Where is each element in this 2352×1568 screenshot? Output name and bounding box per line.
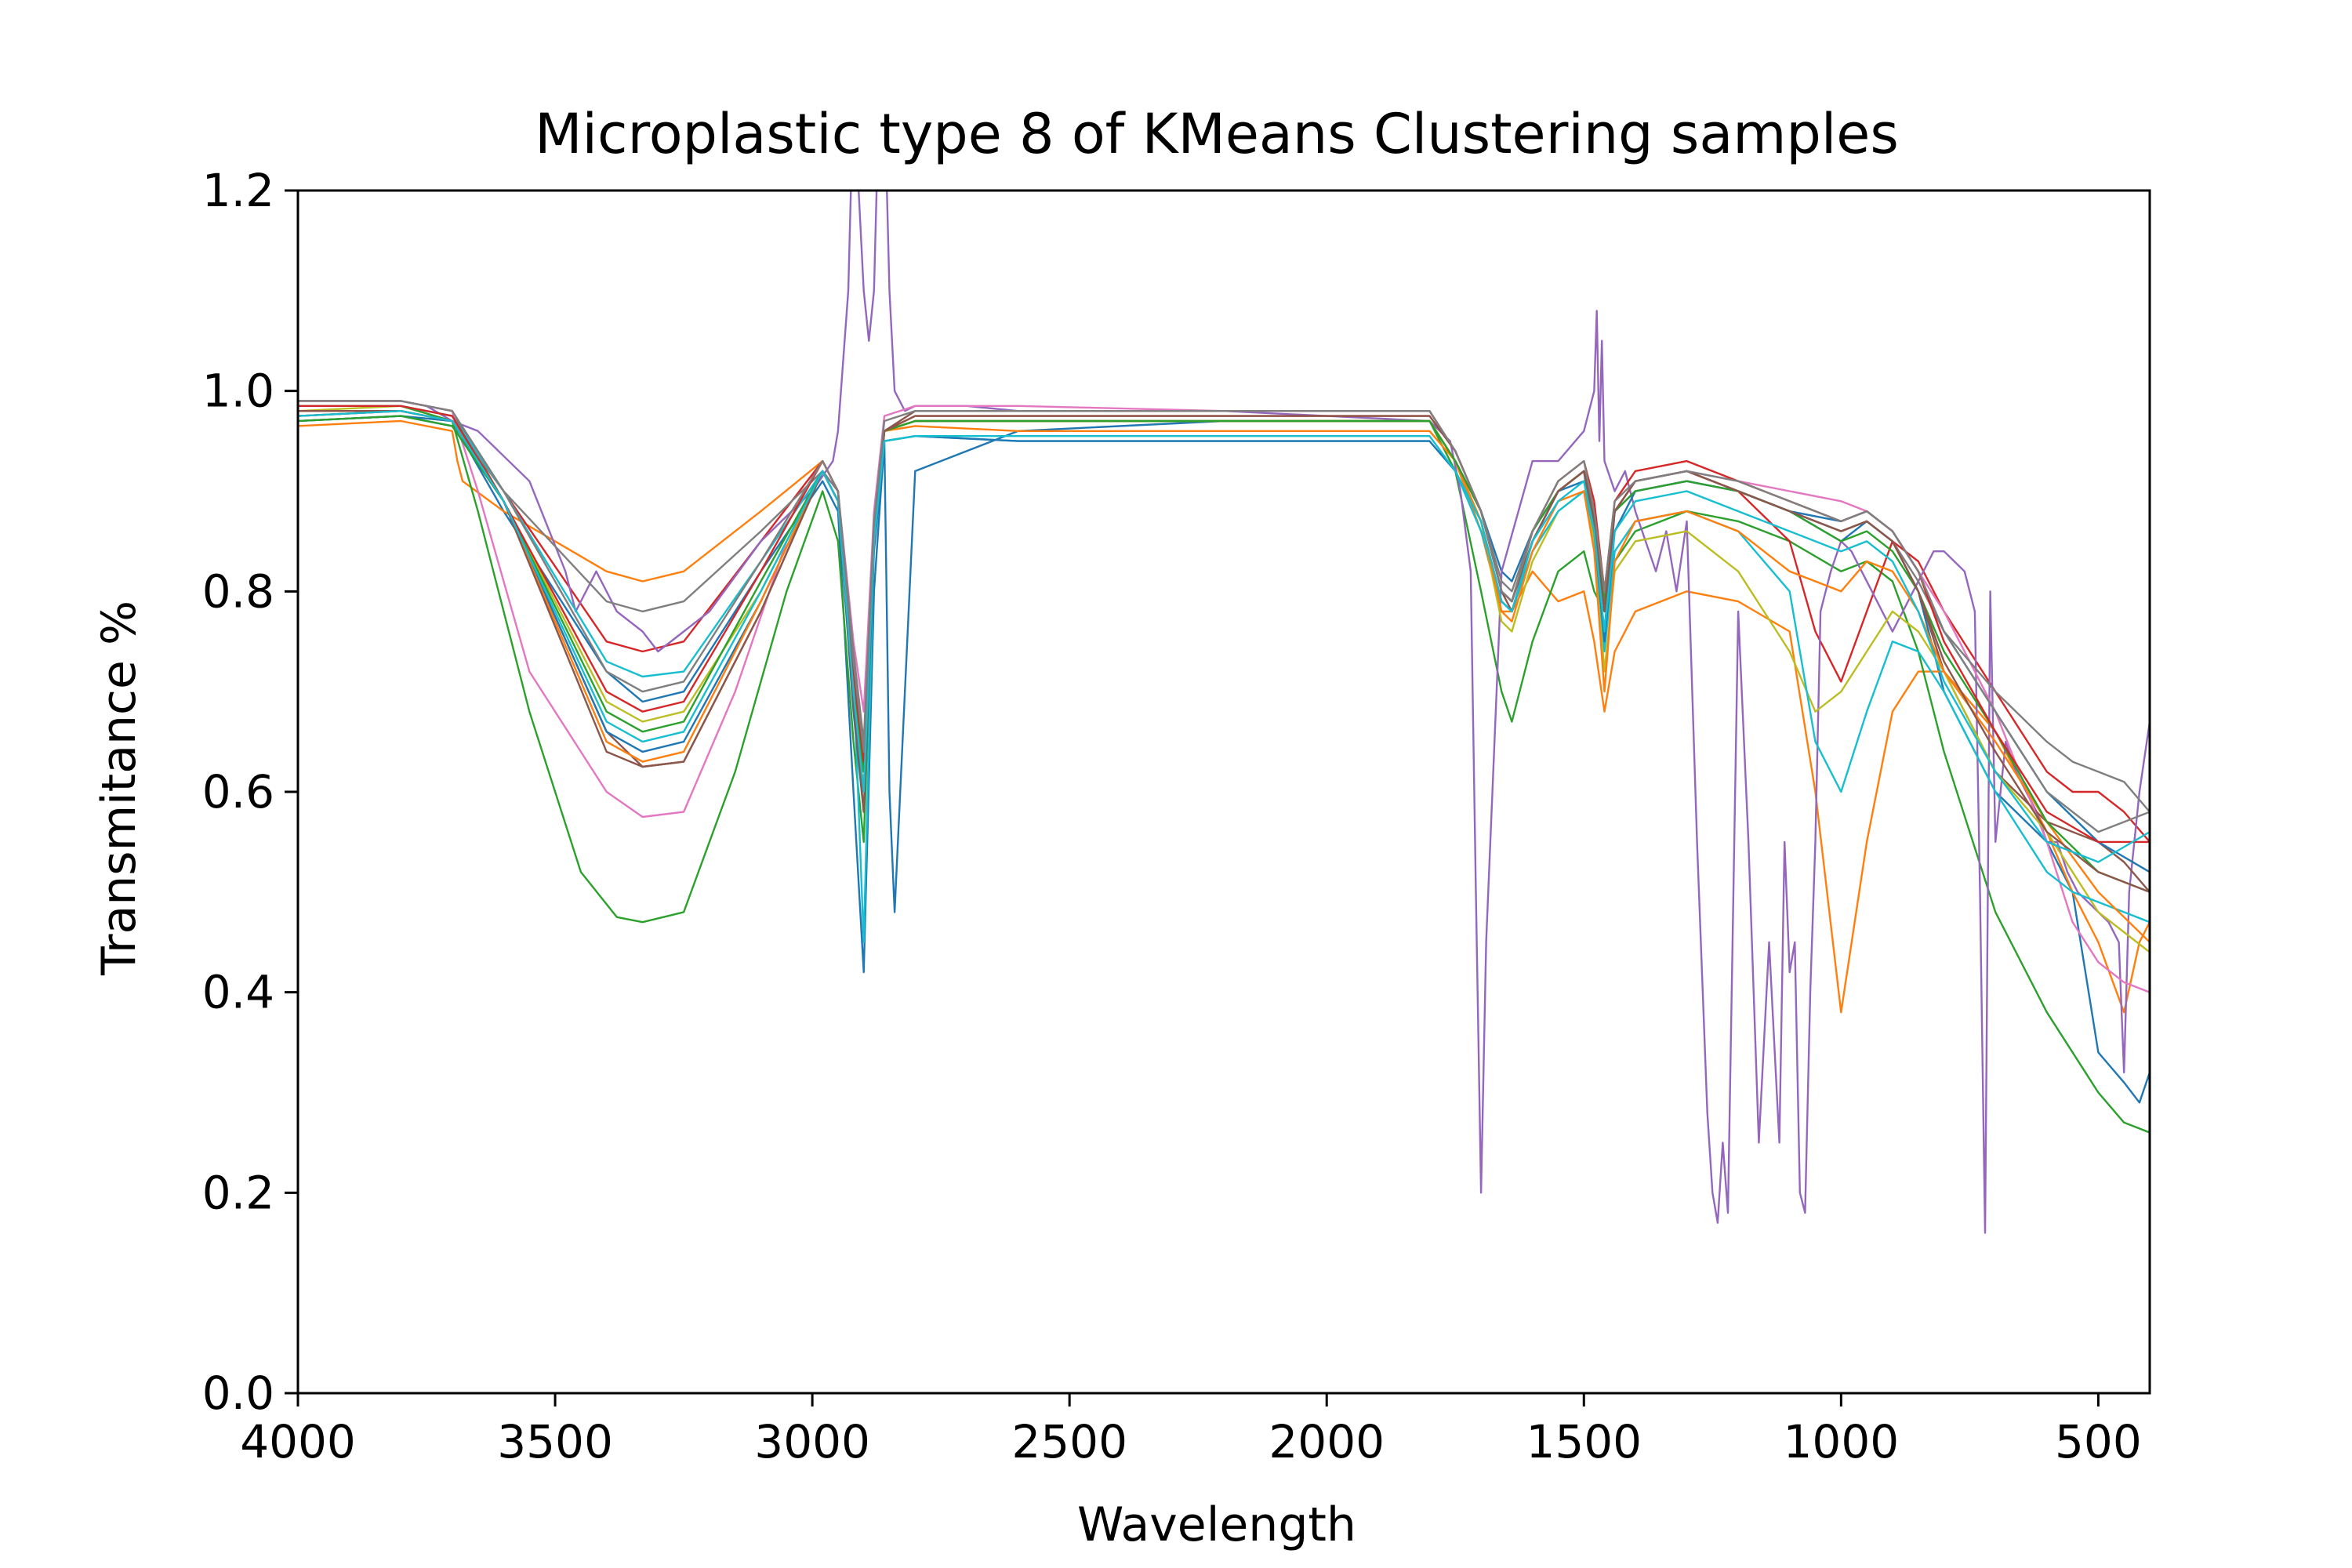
series-line-4: [298, 410, 2150, 843]
series-line-3: [298, 405, 2150, 1134]
series-line-10: [298, 405, 2150, 944]
y-tick-label: 1.2: [202, 164, 274, 217]
y-tick-label: 1.0: [202, 365, 274, 418]
series-line-17: [298, 400, 2150, 833]
y-tick-label: 0.2: [202, 1166, 274, 1219]
y-tick-label: 0.8: [202, 564, 274, 618]
x-tick-label: 1000: [1784, 1415, 1900, 1468]
x-tick-label: 3500: [497, 1415, 613, 1468]
series-line-12: [298, 410, 2150, 943]
series-line-5: [298, 191, 2150, 1234]
x-tick-label: 3000: [754, 1415, 870, 1468]
series-layer: [298, 191, 2150, 1234]
series-line-2: [298, 419, 2150, 1014]
x-tick-label: 4000: [240, 1415, 356, 1468]
x-tick-label: 500: [2055, 1415, 2142, 1468]
x-tick-label: 2000: [1269, 1415, 1385, 1468]
x-tick-label: 1500: [1526, 1415, 1642, 1468]
y-axis-label: Transmitance %: [92, 601, 147, 976]
x-axis-label: Wavelength: [1077, 1497, 1356, 1552]
x-axis: 4000 3500 3000 2500 2000 1500 1000 500: [240, 1393, 2142, 1468]
axes-frame: [296, 189, 2151, 1395]
chart-title: Microplastic type 8 of KMeans Clustering…: [535, 102, 1899, 166]
series-line-16: [298, 410, 2150, 863]
y-tick-label: 0.0: [202, 1367, 274, 1420]
x-tick-label: 2500: [1011, 1415, 1127, 1468]
series-line-8: [298, 410, 2150, 813]
y-tick-label: 0.4: [202, 966, 274, 1019]
y-tick-label: 0.6: [202, 765, 274, 818]
series-line-1: [298, 415, 2150, 1104]
y-axis: 0.0 0.2 0.4 0.6 0.8 1.0 1.2: [202, 164, 298, 1420]
